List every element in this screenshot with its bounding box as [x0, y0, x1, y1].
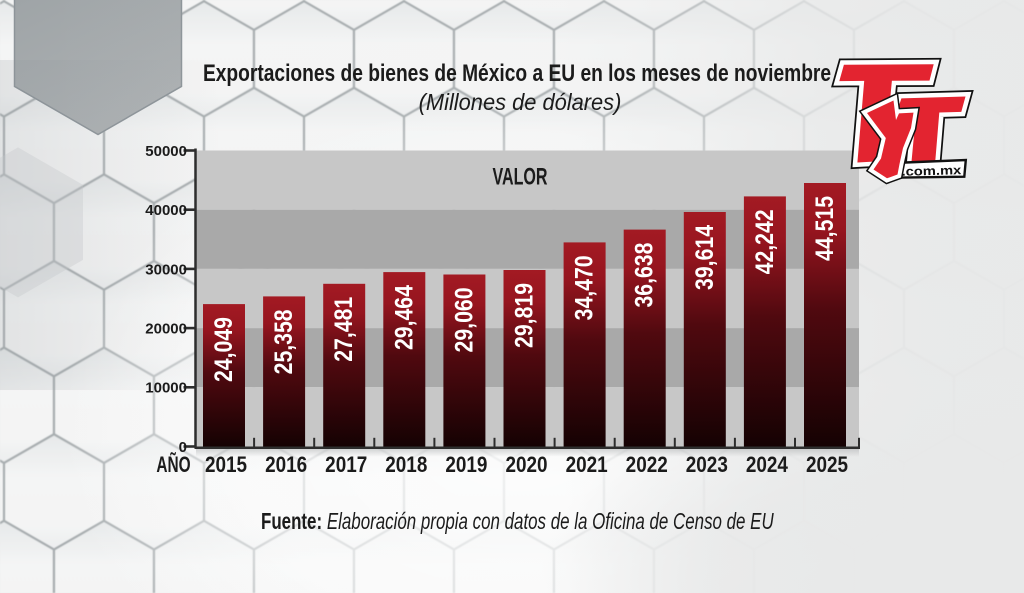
svg-text:24,049: 24,049: [209, 317, 237, 382]
svg-text:2021: 2021: [566, 453, 608, 478]
svg-text:2024: 2024: [746, 453, 789, 478]
svg-text:2015: 2015: [205, 453, 247, 478]
svg-text:2022: 2022: [626, 453, 668, 478]
svg-text:39,614: 39,614: [690, 225, 718, 290]
svg-text:27,481: 27,481: [330, 297, 358, 362]
svg-text:2025: 2025: [806, 453, 848, 478]
svg-text:20000: 20000: [145, 321, 187, 338]
svg-text:2016: 2016: [265, 453, 307, 478]
svg-text:44,515: 44,515: [810, 196, 838, 261]
svg-text:29,060: 29,060: [450, 288, 478, 353]
svg-text:VALOR: VALOR: [492, 165, 547, 191]
svg-text:Exportaciones de bienes de Méx: Exportaciones de bienes de México a EU e…: [203, 59, 831, 87]
svg-text:25,358: 25,358: [269, 309, 297, 374]
svg-text:30000: 30000: [145, 261, 187, 278]
svg-text:AÑO: AÑO: [156, 452, 190, 477]
svg-text:2018: 2018: [385, 453, 427, 478]
svg-text:40000: 40000: [145, 202, 187, 219]
svg-text:36,638: 36,638: [630, 243, 658, 308]
svg-text:50000: 50000: [145, 143, 187, 160]
svg-text:0: 0: [179, 439, 187, 456]
svg-text:10000: 10000: [145, 380, 187, 397]
svg-text:2023: 2023: [686, 453, 728, 478]
svg-text:29,819: 29,819: [510, 283, 538, 348]
svg-text:.com.mx: .com.mx: [901, 163, 962, 178]
svg-text:(Millones de dólares): (Millones de dólares): [419, 89, 622, 115]
svg-text:2019: 2019: [445, 453, 487, 478]
svg-text:Fuente: Elaboración propia con: Fuente: Elaboración propia con datos de …: [261, 510, 774, 535]
svg-text:2020: 2020: [505, 453, 547, 478]
svg-text:2017: 2017: [325, 453, 367, 478]
svg-text:42,242: 42,242: [750, 209, 778, 274]
svg-text:29,464: 29,464: [390, 285, 418, 350]
svg-text:34,470: 34,470: [570, 255, 598, 320]
